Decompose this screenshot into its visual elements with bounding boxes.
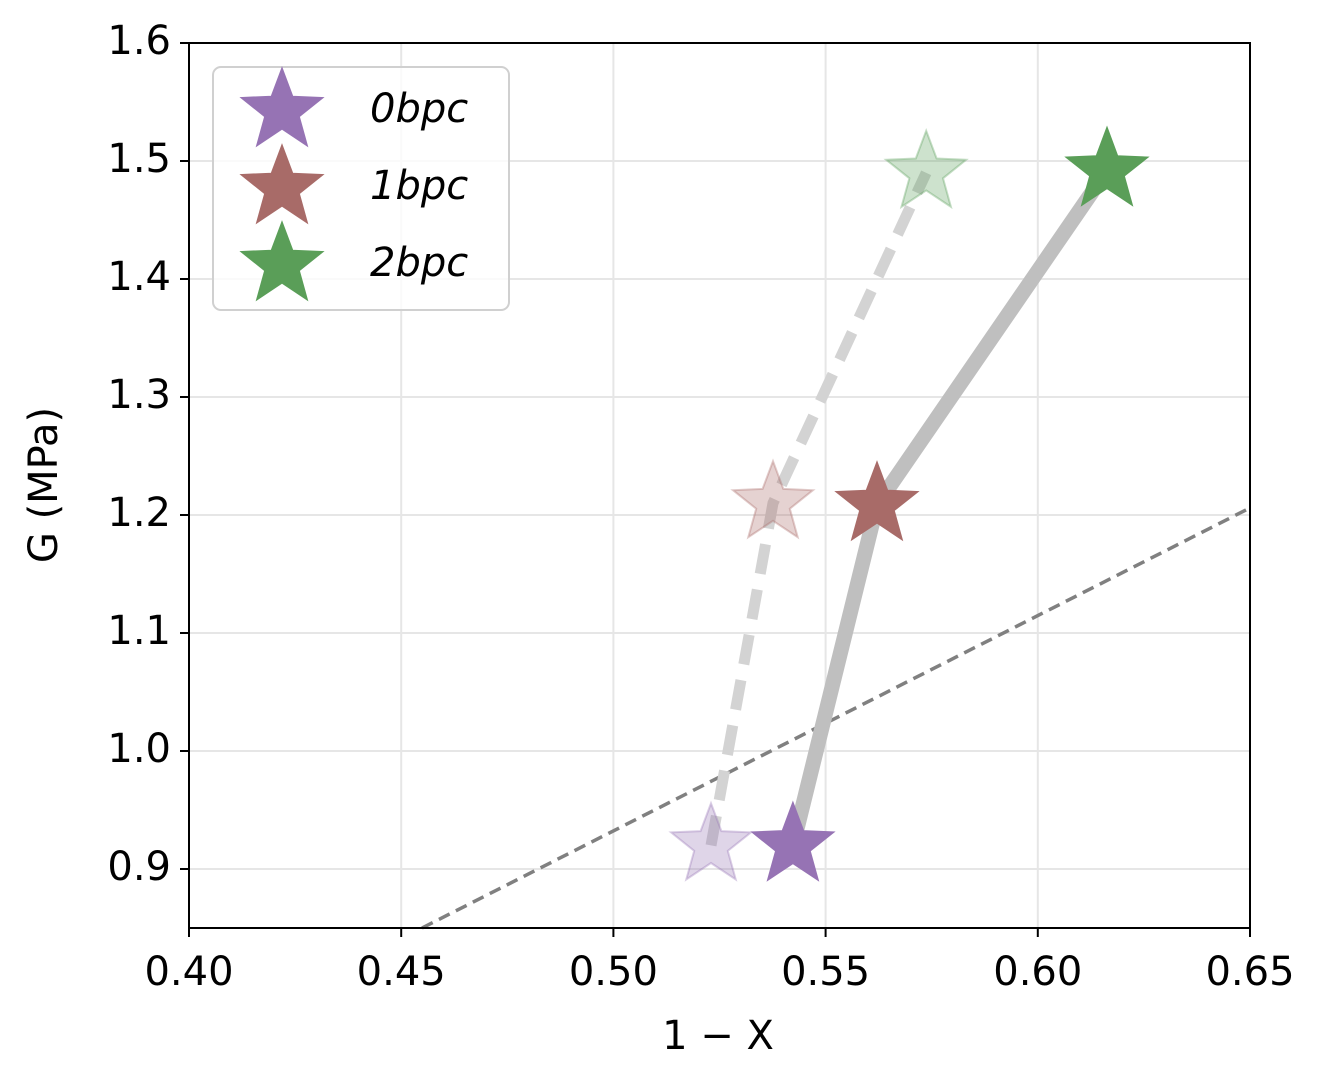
x-tick-label: 0.65 [1205, 949, 1294, 995]
reference-line [421, 506, 1251, 930]
legend-label: 0bpc [370, 86, 468, 132]
x-tick-label: 0.60 [993, 949, 1082, 995]
legend-label: 1bpc [370, 163, 468, 209]
x-axis-label: 1 − X [662, 1013, 774, 1059]
y-tick-label: 1.4 [107, 254, 171, 300]
star-point [1064, 125, 1150, 207]
y-tick-label: 1.6 [107, 18, 171, 64]
star-point [834, 460, 920, 542]
legend-marker [239, 143, 325, 225]
x-tick-label: 0.40 [144, 949, 233, 995]
star-point [883, 127, 969, 210]
x-tick-label: 0.45 [357, 949, 446, 995]
x-tick-label: 0.55 [781, 949, 870, 995]
connector-line [705, 170, 932, 847]
x-tick-label: 0.50 [569, 949, 658, 995]
y-tick-label: 1.2 [107, 490, 171, 536]
legend-label: 2bpc [370, 240, 468, 286]
star-point [668, 800, 754, 882]
legend: 0bpc 1bpc 2bpc [212, 66, 510, 311]
y-tick-label: 1.3 [107, 372, 171, 418]
legend-marker [239, 220, 325, 302]
connector-line [785, 166, 1114, 848]
y-tick-label: 1.1 [107, 608, 171, 654]
y-tick-label: 0.9 [107, 844, 171, 890]
star-point [750, 800, 836, 882]
plot-frame [188, 42, 1251, 929]
y-tick-label: 1.0 [107, 726, 171, 772]
y-axis-label: G (MPa) [21, 407, 67, 563]
y-tick-label: 1.5 [107, 136, 171, 182]
star-point [730, 458, 816, 540]
legend-marker [239, 66, 325, 148]
